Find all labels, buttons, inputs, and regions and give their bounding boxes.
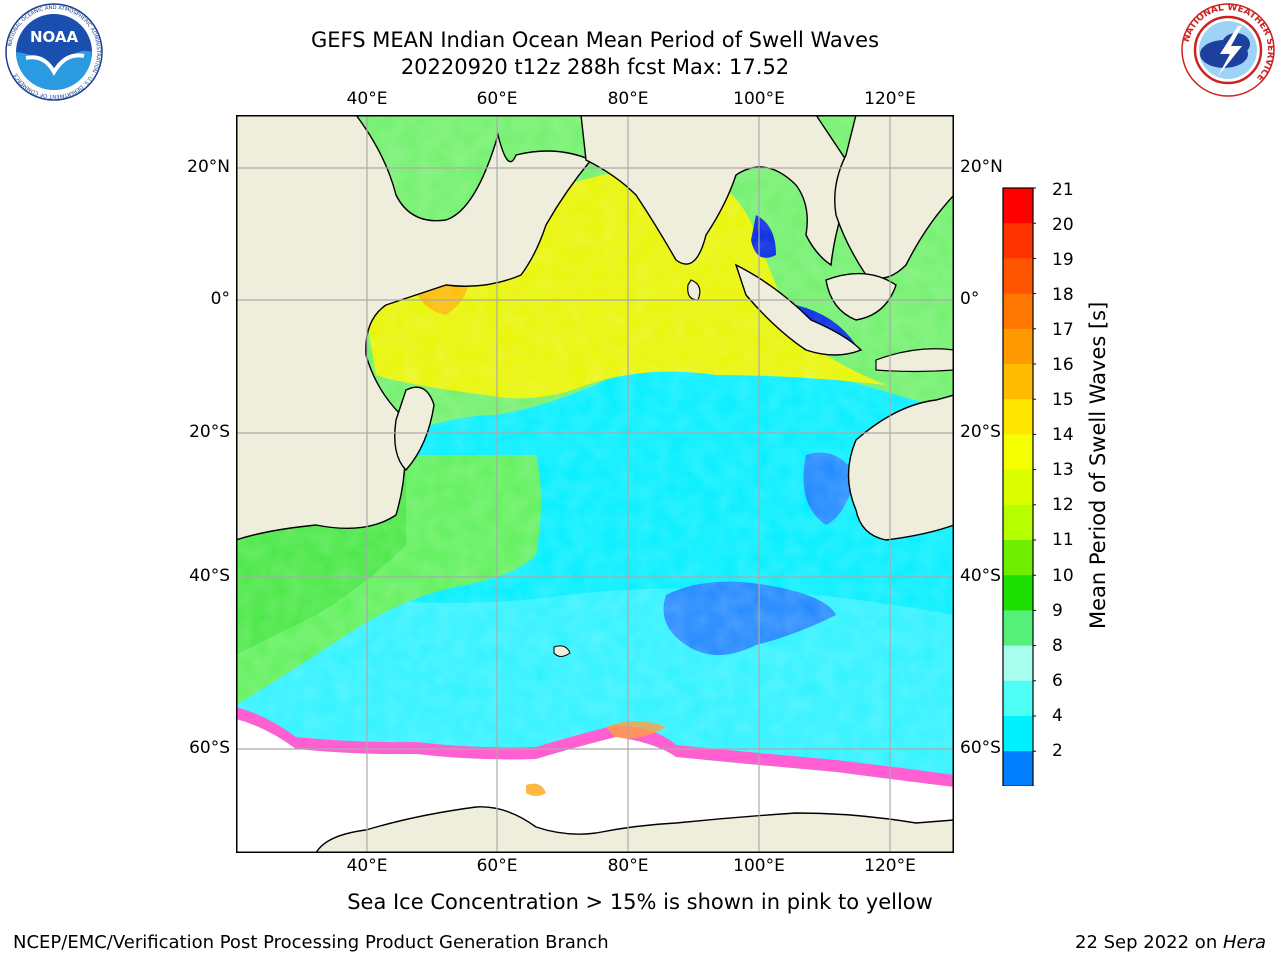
footer-host: Hera (1222, 932, 1266, 953)
land-java (875, 348, 954, 373)
colorbar-tick: 14 (1052, 425, 1074, 445)
colorbar-tick: 19 (1052, 250, 1074, 270)
colorbar-segment (1003, 434, 1033, 471)
chart-subtitle: 20220920 t12z 288h fcst Max: 17.52 (400, 55, 790, 79)
noaa-logo: NOAA NATIONAL OCEANIC AND ATMOSPHERIC AD… (5, 3, 103, 101)
colorbar-segment (1003, 540, 1033, 576)
colorbar-segment (1003, 223, 1033, 259)
lon-tick-top: 40°E (346, 89, 388, 109)
lat-tick-left: 60°S (189, 738, 230, 758)
colorbar-segment (1003, 188, 1033, 224)
colorbar-segment (1003, 680, 1033, 717)
colorbar-tick: 18 (1052, 285, 1074, 305)
lat-tick-right: 0° (960, 289, 980, 309)
footer-producer: NCEP/EMC/Verification Post Processing Pr… (13, 932, 609, 953)
colorbar-tick: 21 (1052, 180, 1074, 200)
colorbar-title: Mean Period of Swell Waves [s] (1086, 301, 1110, 629)
colorbar-segment (1003, 504, 1033, 541)
colorbar-segment (1003, 293, 1033, 330)
lat-tick-left: 20°N (187, 157, 230, 177)
noaa-logo-text: NOAA (30, 28, 79, 46)
lon-tick-bottom: 60°E (476, 856, 518, 876)
lon-tick-top: 120°E (864, 89, 916, 109)
colorbar-frame (1002, 187, 1034, 786)
colorbar-segment (1003, 716, 1033, 752)
lon-tick-bottom: 80°E (607, 856, 649, 876)
colorbar-tick: 16 (1052, 355, 1074, 375)
colorbar-tick: 2 (1052, 741, 1063, 761)
lon-tick-bottom: 120°E (864, 856, 916, 876)
colorbar-tick: 4 (1052, 706, 1063, 726)
land-south-asia (580, 115, 857, 267)
colorbar-segment (1003, 399, 1033, 435)
lat-tick-left: 0° (210, 289, 230, 309)
lon-tick-top: 80°E (607, 89, 649, 109)
lon-tick-top: 100°E (733, 89, 785, 109)
lat-tick-right: 20°S (960, 422, 1001, 442)
land-borneo (825, 272, 897, 321)
land-kerguelen (553, 645, 571, 657)
colorbar (1001, 187, 1036, 786)
colorbar-tick: 6 (1052, 671, 1063, 691)
colorbar-tick: 10 (1052, 566, 1074, 586)
colorbar-segment (1003, 645, 1033, 682)
lon-tick-top: 60°E (476, 89, 518, 109)
land-africa (236, 115, 593, 541)
sea-ice-edge (236, 707, 954, 787)
map-panel (236, 115, 954, 853)
nws-logo: NATIONAL WEATHER SERVICE (1181, 3, 1275, 97)
colorbar-tick: 17 (1052, 320, 1074, 340)
land-sumatra (734, 263, 863, 356)
lat-tick-right: 40°S (960, 566, 1001, 586)
colorbar-segment (1003, 575, 1033, 611)
sea-ice-caption: Sea Ice Concentration > 15% is shown in … (347, 890, 933, 914)
colorbar-tick: 11 (1052, 530, 1074, 550)
graticule (236, 115, 954, 853)
lat-tick-left: 40°S (189, 566, 230, 586)
colorbar-tick: 13 (1052, 460, 1074, 480)
colorbar-segment (1003, 610, 1033, 647)
land-australia (847, 394, 954, 541)
lon-tick-bottom: 100°E (733, 856, 785, 876)
map-frame (236, 115, 954, 853)
colorbar-segment (1003, 364, 1033, 400)
colorbar-segment (1003, 751, 1033, 786)
chart-title: GEFS MEAN Indian Ocean Mean Period of Sw… (310, 28, 880, 52)
footer-date: 22 Sep 2022 on Hera (1075, 932, 1266, 953)
lat-tick-right: 20°N (960, 157, 1003, 177)
colorbar-segment (1003, 328, 1033, 365)
lon-tick-bottom: 40°E (346, 856, 388, 876)
land-antarctica (315, 806, 954, 853)
colorbar-tick: 9 (1052, 601, 1063, 621)
colorbar-tick: 20 (1052, 215, 1074, 235)
lat-tick-right: 60°S (960, 738, 1001, 758)
colorbar-segment (1003, 258, 1033, 295)
lat-tick-left: 20°S (189, 422, 230, 442)
colorbar-segment (1003, 469, 1033, 506)
land-madagascar (394, 386, 435, 472)
colorbar-tick: 8 (1052, 636, 1063, 656)
colorbar-tick: 15 (1052, 390, 1074, 410)
colorbar-tick: 12 (1052, 495, 1074, 515)
